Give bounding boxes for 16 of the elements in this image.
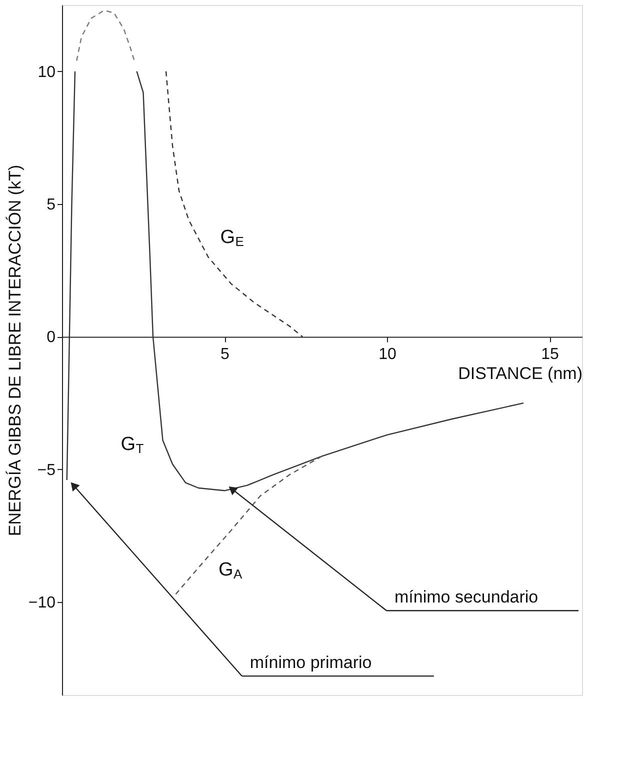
y-tick-label: 0 <box>46 329 56 346</box>
y-axis-title: ENERGÍA GIBBS DE LIBRE INTERACCIÓN (kT) <box>5 164 24 536</box>
x-tick-label: 10 <box>378 346 396 364</box>
x-axis-title: DISTANCE (nm) <box>458 364 582 384</box>
line-series <box>66 70 76 481</box>
y-tick-label: −10 <box>28 594 56 612</box>
line-series <box>165 70 304 338</box>
annotation: mínimo primario <box>250 653 372 672</box>
y-tick-label: 10 <box>38 64 56 81</box>
line-series <box>76 10 136 64</box>
annotation: mínimo secundario <box>394 588 538 607</box>
y-tick-label: 5 <box>46 196 56 214</box>
line-series <box>175 456 323 595</box>
x-tick-label: 5 <box>220 346 230 364</box>
y-tick-label: −5 <box>37 462 56 479</box>
x-tick-label: 15 <box>541 346 559 364</box>
